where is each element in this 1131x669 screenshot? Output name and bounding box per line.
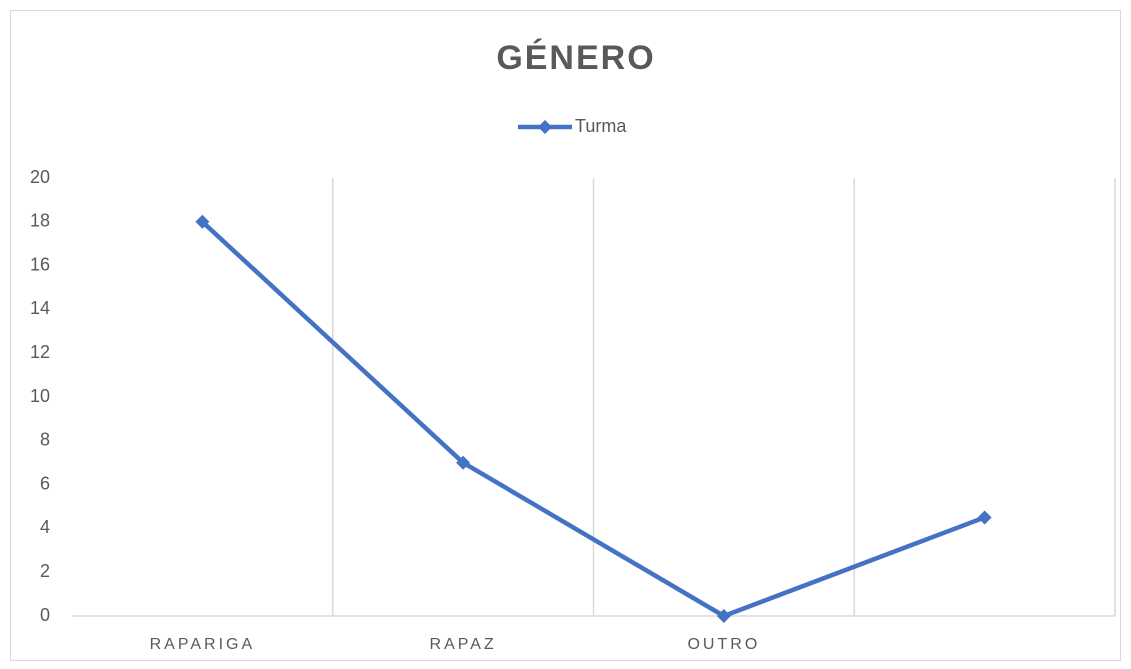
marker <box>456 455 471 470</box>
y-tick-label: 10 <box>30 386 50 406</box>
y-tick-label: 20 <box>30 167 50 187</box>
x-tick-label: RAPARIGA <box>150 636 256 653</box>
x-tick-label: RAPAZ <box>430 636 497 653</box>
y-tick-label: 12 <box>30 342 50 362</box>
y-tick-label: 4 <box>40 517 50 537</box>
marker <box>977 510 992 525</box>
y-tick-label: 8 <box>40 430 50 450</box>
y-tick-label: 2 <box>40 561 50 581</box>
legend-marker <box>538 120 552 134</box>
marker <box>195 214 210 229</box>
legend-label: Turma <box>575 116 627 136</box>
y-tick-label: 14 <box>30 298 50 318</box>
y-tick-label: 6 <box>40 473 50 493</box>
chart-frame <box>10 10 1121 661</box>
x-tick-label: OUTRO <box>687 636 760 653</box>
y-tick-label: 18 <box>30 211 50 231</box>
marker <box>716 609 731 623</box>
line <box>200 220 986 619</box>
chart-title: GÉNERO <box>496 39 655 77</box>
y-tick-label: 16 <box>30 254 50 274</box>
y-tick-label: 0 <box>40 605 50 625</box>
